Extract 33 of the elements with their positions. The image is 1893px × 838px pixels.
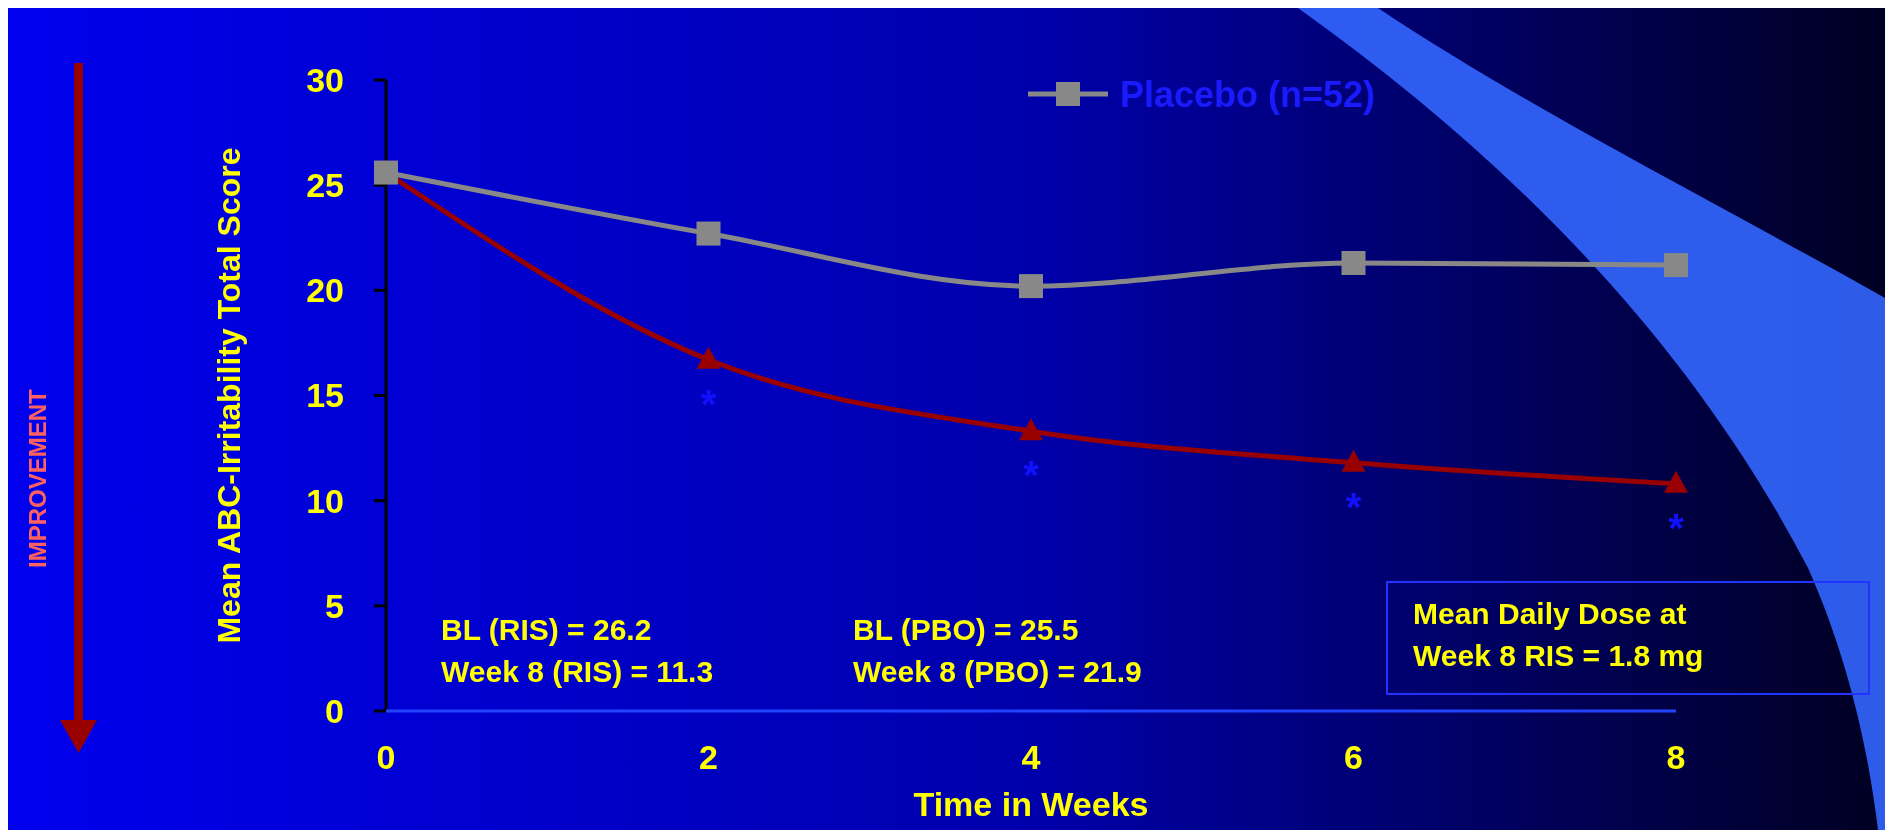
x-tick-label: 0 bbox=[376, 738, 396, 776]
y-tick-label: 5 bbox=[325, 586, 344, 625]
y-tick-label: 10 bbox=[306, 481, 344, 520]
y-tick-label: 30 bbox=[306, 60, 344, 99]
point bbox=[1664, 253, 1688, 278]
point bbox=[1019, 274, 1043, 299]
x-tick-label: 4 bbox=[1021, 738, 1041, 776]
annotation: BL (PBO) = 25.5 bbox=[853, 613, 1079, 646]
annotation: * bbox=[1345, 484, 1362, 529]
text: IMPROVEMENT bbox=[24, 388, 51, 568]
point bbox=[1341, 449, 1366, 472]
y-tick-label: 0 bbox=[325, 691, 344, 730]
x-tick-label: 8 bbox=[1666, 738, 1686, 776]
annotation: BL (RIS) = 26.2 bbox=[441, 613, 652, 646]
x-tick-label: 2 bbox=[699, 738, 718, 776]
y-tick-label: 20 bbox=[306, 271, 344, 310]
annotation: * bbox=[1668, 505, 1685, 550]
point bbox=[1341, 250, 1366, 275]
point bbox=[696, 346, 721, 369]
annotation: Mean Daily Dose at Week 8 RIS = 1.8 mg bbox=[1413, 597, 1704, 672]
y-tick-label: 15 bbox=[306, 376, 344, 415]
x-tick-label: 6 bbox=[1344, 738, 1363, 776]
x-axis-title: Time in Weeks bbox=[913, 785, 1149, 823]
annotation: Week 8 (RIS) = 11.3 bbox=[441, 655, 714, 688]
annotation: Week 8 (PBO) = 21.9 bbox=[853, 655, 1142, 688]
y-axis-title: Mean ABC-Irritability Total Score bbox=[211, 147, 247, 644]
annotation: * bbox=[1023, 453, 1040, 498]
point bbox=[1019, 418, 1043, 441]
y-tick-label: 25 bbox=[306, 166, 344, 205]
point bbox=[696, 221, 721, 246]
legend-label: Placebo (n=52) bbox=[1120, 73, 1376, 115]
annotation: * bbox=[700, 381, 717, 426]
point bbox=[1664, 470, 1688, 493]
